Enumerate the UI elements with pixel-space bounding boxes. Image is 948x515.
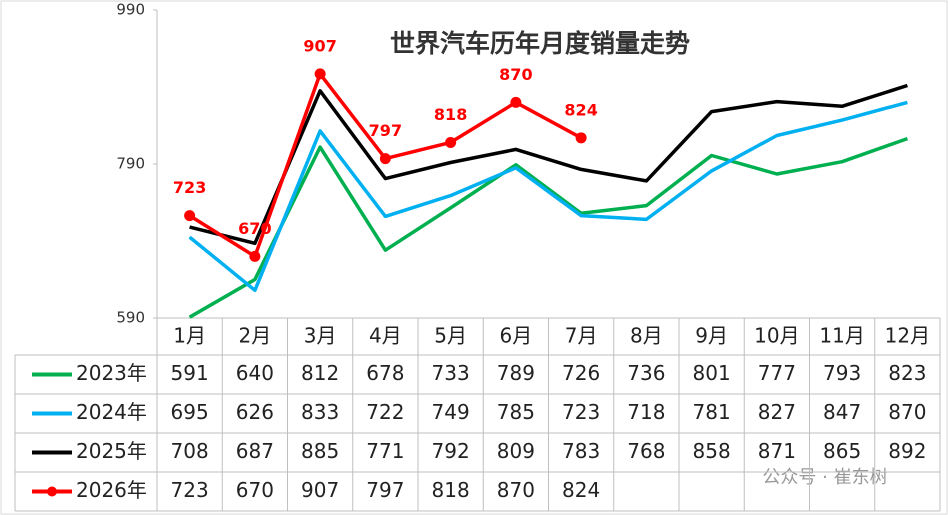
data-label: 670 [238,219,271,238]
table-value: 749 [432,400,470,424]
legend-label: 2026年 [76,478,147,502]
point-marker [445,136,457,148]
table-value: 785 [497,400,535,424]
x-tick-label: 10月 [754,324,799,348]
table-value: 781 [693,400,731,424]
y-tick-label: 990 [116,1,145,19]
x-tick-label: 7月 [565,324,598,348]
table-value: 809 [497,439,535,463]
table-value: 885 [301,439,339,463]
table-value: 892 [888,439,926,463]
table-value: 812 [301,361,339,385]
table-value: 640 [236,361,274,385]
point-marker [379,153,391,165]
x-tick-label: 1月 [173,324,206,348]
series-line [188,136,908,319]
table-value: 722 [366,400,404,424]
point-marker [314,68,326,80]
legend-label: 2023年 [76,361,147,385]
table-value: 870 [888,400,926,424]
data-label: 818 [434,105,467,124]
x-tick-label: 6月 [500,324,533,348]
table-value: 793 [823,361,861,385]
chart-title: 世界汽车历年月度销量走势 [390,29,690,58]
table-value: 833 [301,400,339,424]
table-value: 858 [693,439,731,463]
point-marker [184,210,196,222]
watermark: 公众号 · 崔东树 [762,467,887,488]
table-value: 718 [627,400,665,424]
point-marker [575,132,587,144]
table-value: 670 [236,478,274,502]
table-value: 818 [432,478,470,502]
table-value: 870 [497,478,535,502]
table-value: 777 [758,361,796,385]
table-value: 736 [627,361,665,385]
table-value: 626 [236,400,274,424]
table-value: 847 [823,400,861,424]
table-value: 768 [627,439,665,463]
data-label: 870 [499,65,532,84]
table-value: 783 [562,439,600,463]
point-marker [249,250,261,262]
table-value: 771 [366,439,404,463]
series-line [188,100,908,293]
y-tick-label: 590 [116,309,145,327]
table-value: 824 [562,478,600,502]
table-value: 801 [693,361,731,385]
table-value: 723 [171,478,209,502]
table-value: 733 [432,361,470,385]
x-tick-label: 11月 [819,324,864,348]
data-label: 723 [173,178,206,197]
table-value: 827 [758,400,796,424]
table-value: 687 [236,439,274,463]
table-value: 789 [497,361,535,385]
legend-label: 2025年 [76,439,147,463]
x-tick-label: 12月 [885,324,930,348]
table-value: 723 [562,400,600,424]
table-value: 708 [171,439,209,463]
x-tick-label: 5月 [434,324,467,348]
x-tick-label: 2月 [239,324,272,348]
table-value: 823 [888,361,926,385]
x-tick-label: 8月 [630,324,663,348]
data-label: 797 [369,121,402,140]
table-value: 907 [301,478,339,502]
point-marker [510,96,522,108]
table-value: 797 [366,478,404,502]
legend-label: 2024年 [76,400,147,424]
x-tick-label: 9月 [695,324,728,348]
series-line [189,83,908,246]
table-value: 792 [432,439,470,463]
y-tick-label: 790 [116,155,145,173]
table-value: 871 [758,439,796,463]
x-tick-label: 3月 [304,324,337,348]
table-value: 678 [366,361,404,385]
table-value: 591 [171,361,209,385]
table-value: 726 [562,361,600,385]
x-tick-label: 4月 [369,324,402,348]
table-value: 695 [171,400,209,424]
table-value: 865 [823,439,861,463]
data-label: 824 [564,100,597,119]
legend-marker [47,486,57,497]
data-label: 907 [303,36,336,55]
